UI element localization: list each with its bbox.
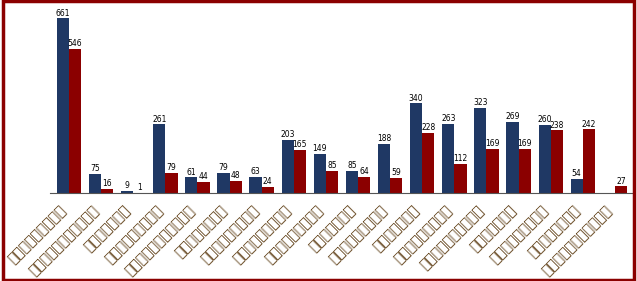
Text: 54: 54: [572, 169, 582, 178]
Bar: [294, 150, 306, 193]
Bar: [583, 129, 595, 193]
Text: 238: 238: [550, 121, 564, 130]
Bar: [89, 174, 101, 193]
Bar: [69, 49, 81, 193]
Bar: [282, 140, 294, 193]
Text: 64: 64: [359, 167, 369, 176]
Bar: [153, 124, 166, 193]
Bar: [410, 103, 422, 193]
Bar: [538, 124, 551, 193]
Text: 169: 169: [517, 139, 532, 148]
Bar: [250, 177, 262, 193]
Bar: [506, 122, 519, 193]
Bar: [442, 124, 454, 193]
Text: 242: 242: [582, 120, 596, 129]
Text: 85: 85: [347, 161, 357, 170]
Bar: [519, 149, 531, 193]
Text: 112: 112: [454, 154, 468, 163]
Text: 340: 340: [409, 94, 424, 103]
Bar: [551, 130, 563, 193]
Text: 169: 169: [485, 139, 500, 148]
Text: 661: 661: [55, 9, 70, 18]
Text: 9: 9: [125, 181, 129, 190]
Bar: [326, 171, 338, 193]
Text: 24: 24: [263, 177, 273, 186]
Bar: [121, 191, 133, 193]
Bar: [358, 176, 370, 193]
Text: 165: 165: [292, 140, 307, 149]
Text: 546: 546: [68, 39, 82, 48]
Bar: [313, 154, 326, 193]
Bar: [454, 164, 466, 193]
Text: 269: 269: [505, 112, 520, 121]
Bar: [346, 171, 358, 193]
Bar: [229, 181, 242, 193]
Text: 85: 85: [327, 161, 337, 170]
Bar: [571, 179, 583, 193]
Bar: [262, 187, 274, 193]
Text: 263: 263: [441, 114, 455, 123]
Bar: [166, 173, 178, 193]
Text: 61: 61: [187, 167, 196, 176]
Bar: [101, 189, 113, 193]
Bar: [615, 186, 627, 193]
Text: 260: 260: [538, 115, 552, 124]
Text: 188: 188: [377, 134, 391, 143]
Bar: [487, 149, 499, 193]
Text: 261: 261: [152, 115, 166, 124]
Text: 203: 203: [280, 130, 295, 139]
Bar: [197, 182, 210, 193]
Bar: [217, 173, 229, 193]
Text: 323: 323: [473, 98, 488, 107]
Text: 228: 228: [421, 123, 436, 132]
Text: 63: 63: [251, 167, 261, 176]
Text: 59: 59: [391, 168, 401, 177]
Text: 16: 16: [103, 180, 112, 189]
Text: 149: 149: [313, 144, 327, 153]
Text: 48: 48: [231, 171, 241, 180]
Bar: [390, 178, 403, 193]
Text: 75: 75: [90, 164, 100, 173]
Text: 27: 27: [616, 176, 626, 185]
Text: 79: 79: [218, 163, 228, 172]
Bar: [185, 177, 197, 193]
Bar: [475, 108, 487, 193]
Bar: [57, 18, 69, 193]
Text: 44: 44: [199, 172, 208, 181]
Text: 1: 1: [137, 183, 141, 192]
Text: 79: 79: [166, 163, 176, 172]
Bar: [422, 133, 434, 193]
Bar: [378, 144, 390, 193]
